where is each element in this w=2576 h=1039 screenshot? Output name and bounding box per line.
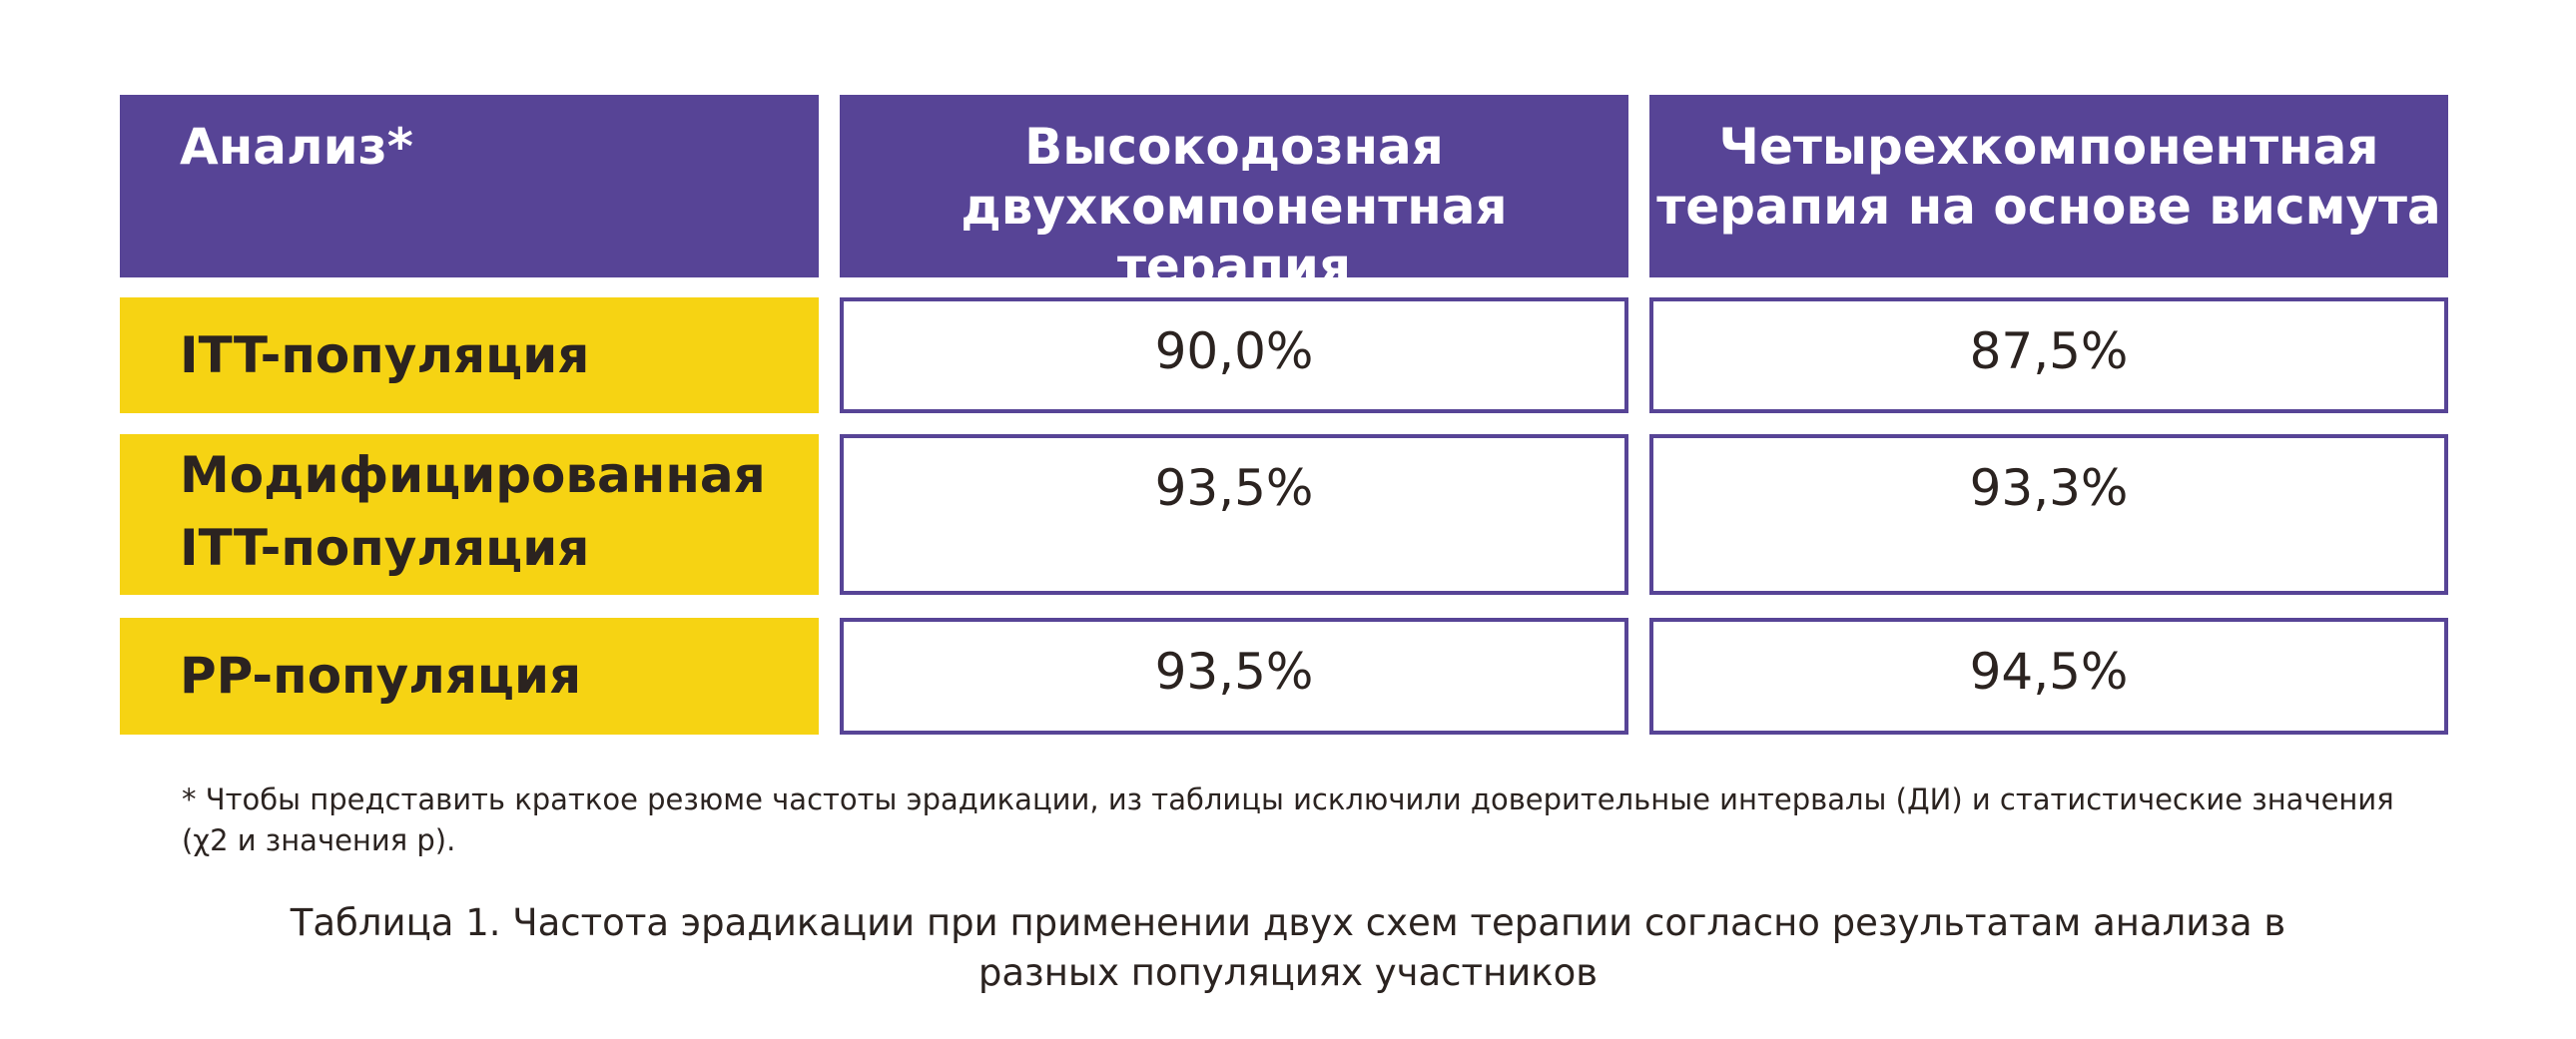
- header-bismuth-quadruple-therapy-cell: Четырехкомпонентная терапия на основе ви…: [1649, 95, 2448, 277]
- footnote: * Чтобы представить краткое резюме часто…: [182, 779, 2438, 861]
- header-analysis-cell: Анализ*: [120, 95, 819, 277]
- row-label-text: PP-популяция: [180, 647, 582, 705]
- table-cell: 93,5%: [840, 618, 1628, 735]
- header-col1-line1: Высокодозная: [1024, 118, 1444, 176]
- caption-line: разных популяциях участников: [977, 951, 1599, 994]
- cell-value: 94,5%: [1969, 643, 2129, 701]
- row-label-modified-itt: Модифицированная ITT-популяция: [120, 434, 819, 595]
- cell-value: 93,3%: [1969, 459, 2129, 517]
- footnote-line: (χ2 и значения p).: [182, 823, 456, 857]
- header-col2-line1: Четырехкомпонентная: [1718, 118, 2379, 176]
- header-high-dose-dual-therapy-cell: Высокодозная двухкомпонентная терапия: [840, 95, 1628, 295]
- row-label-text: ITT-популяция: [180, 519, 590, 577]
- cell-value: 93,5%: [1154, 459, 1314, 517]
- row-label-itt: ITT-популяция: [120, 297, 819, 413]
- cell-value: 93,5%: [1154, 643, 1314, 701]
- table-cell: 93,3%: [1649, 434, 2448, 595]
- header-col1-line2: двухкомпонентная терапия: [961, 178, 1508, 295]
- header-col2-line2: терапия на основе висмута: [1656, 178, 2441, 236]
- table-cell: 87,5%: [1649, 297, 2448, 413]
- cell-value: 87,5%: [1969, 322, 2129, 380]
- caption-line: Таблица 1. Частота эрадикации при примен…: [290, 901, 2286, 944]
- row-label-pp: PP-популяция: [120, 618, 819, 735]
- row-label-text: ITT-популяция: [180, 325, 590, 384]
- table-cell: 90,0%: [840, 297, 1628, 413]
- table-caption: Таблица 1. Частота эрадикации при примен…: [200, 898, 2376, 998]
- table-cell: 93,5%: [840, 434, 1628, 595]
- row-label-text: Модифицированная: [180, 446, 766, 504]
- header-analysis-label: Анализ*: [180, 118, 413, 176]
- footnote-line: * Чтобы представить краткое резюме часто…: [182, 782, 2394, 816]
- table-cell: 94,5%: [1649, 618, 2448, 735]
- cell-value: 90,0%: [1154, 322, 1314, 380]
